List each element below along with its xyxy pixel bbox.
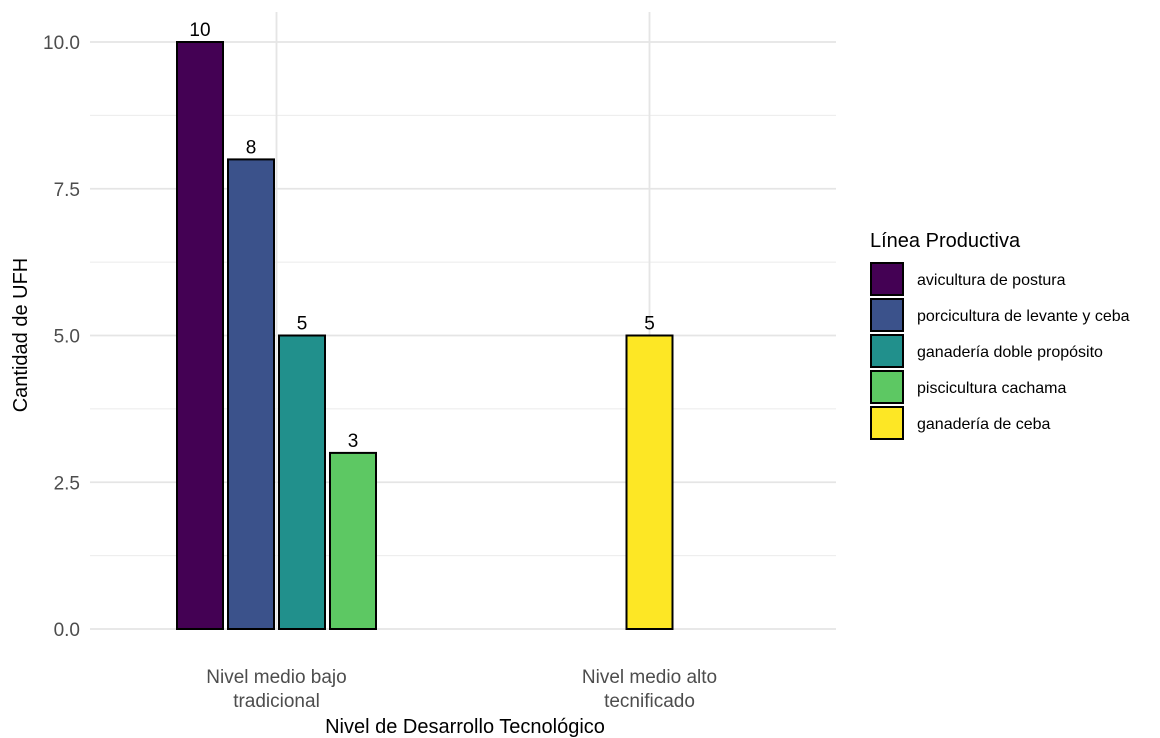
x-axis-ticks: Nivel medio bajo tradicional Nivel medio a… (206, 667, 717, 712)
legend-key (870, 370, 904, 404)
y-tick-label: 5.0 (54, 327, 80, 348)
legend-label: porcicultura de levante y ceba (917, 308, 1130, 325)
y-tick-label: 7.5 (54, 180, 80, 201)
legend-label: piscicultura cachama (917, 380, 1067, 397)
bar (278, 334, 326, 630)
legend: Línea Productiva avicultura de postura po… (870, 230, 1130, 440)
bar-value-label: 5 (297, 314, 308, 335)
bars (176, 41, 674, 630)
bar (329, 451, 377, 630)
data-labels: 10 8 5 3 5 (189, 20, 654, 452)
bar-value-label: 10 (189, 20, 210, 41)
bar-value-label: 3 (348, 431, 359, 452)
y-axis-title: Cantidad de UFH (10, 258, 32, 413)
legend-key (870, 262, 904, 296)
x-tick-label: Nivel medio alto tecnificado (582, 667, 717, 712)
y-tick-label: 10.0 (43, 33, 80, 54)
legend-key (870, 406, 904, 440)
legend-label: avicultura de postura (917, 272, 1066, 289)
legend-label: ganadería de ceba (917, 416, 1051, 433)
bar (176, 41, 224, 630)
x-axis-title: Nivel de Desarrollo Tecnológico (325, 716, 605, 738)
y-tick-label: 2.5 (54, 473, 80, 494)
bar (227, 158, 275, 630)
legend-label: ganadería doble propósito (917, 344, 1103, 361)
legend-key (870, 298, 904, 332)
legend-key (870, 334, 904, 368)
x-tick-label: Nivel medio bajo tradicional (206, 667, 346, 712)
y-axis-ticks: 0.0 2.5 5.0 7.5 10.0 (43, 33, 80, 641)
legend-title: Línea Productiva (870, 230, 1021, 252)
y-tick-label: 0.0 (54, 620, 80, 641)
bar (625, 334, 674, 630)
bar-value-label: 8 (246, 137, 257, 158)
bar-value-label: 5 (644, 314, 655, 335)
